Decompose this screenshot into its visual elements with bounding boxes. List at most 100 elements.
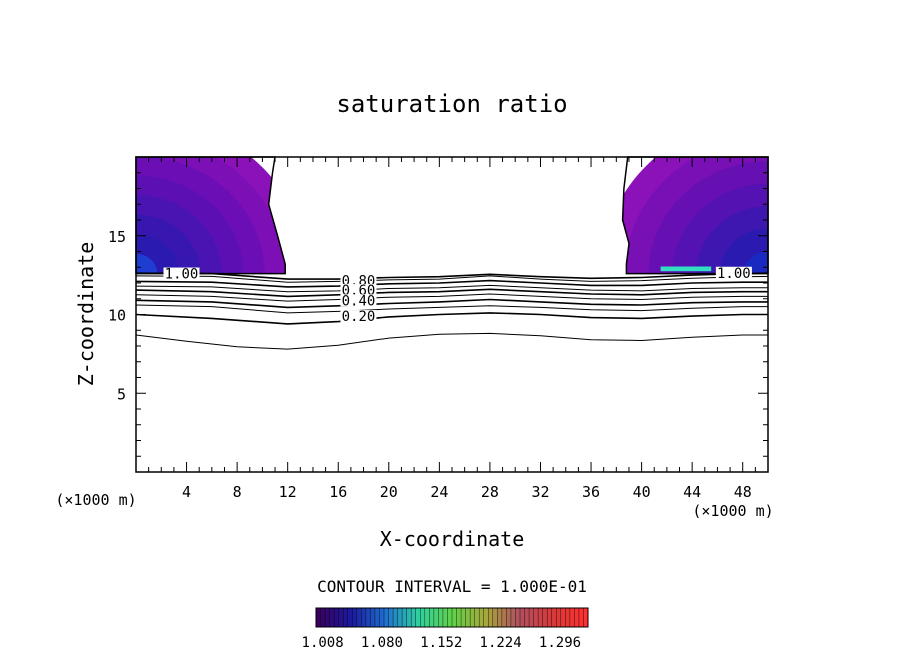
contour-label-bg xyxy=(715,266,752,279)
colorbar-swatch xyxy=(556,608,562,627)
x-tick-label: 16 xyxy=(329,483,347,501)
colorbar-swatch xyxy=(542,608,548,627)
colorbar-swatch xyxy=(388,608,394,627)
region-band xyxy=(720,228,768,274)
x-tick-label: 12 xyxy=(279,483,297,501)
colorbar-tick-label: 1.080 xyxy=(361,635,403,651)
colorbar-swatch xyxy=(515,608,521,627)
region-band xyxy=(136,234,179,274)
contour-line xyxy=(135,293,768,302)
contour-line xyxy=(135,304,768,314)
y-tick-label: 10 xyxy=(108,307,126,325)
colorbar-swatch xyxy=(488,608,494,627)
contour-interval-text: CONTOUR INTERVAL = 1.000E-01 xyxy=(317,577,587,596)
colorbar-swatch xyxy=(325,608,331,627)
colorbar-swatch xyxy=(497,608,503,627)
x-tick-label: 4 xyxy=(182,483,191,501)
colorbar-swatch xyxy=(574,608,580,627)
supersaturated-regions xyxy=(135,156,769,275)
x-unit-label-right: (×1000 m) xyxy=(692,502,773,520)
colorbar-swatch xyxy=(470,608,476,627)
colorbar-swatch xyxy=(461,608,467,627)
colorbar-swatch xyxy=(438,608,444,627)
colorbar-swatch xyxy=(510,608,516,627)
colorbar-swatch xyxy=(365,608,371,627)
y-tick-label: 15 xyxy=(108,228,126,246)
colorbar-swatch xyxy=(329,608,335,627)
contour-label: 0.40 xyxy=(342,293,376,309)
contour-label-bg xyxy=(340,284,377,297)
colorbar-swatch xyxy=(583,608,589,627)
colorbar-swatch xyxy=(356,608,362,627)
colorbar-swatch xyxy=(569,608,575,627)
colorbar-swatch xyxy=(520,608,526,627)
colorbar-swatch xyxy=(429,608,435,627)
colorbar-swatch xyxy=(533,608,539,627)
colorbar-swatch xyxy=(397,608,403,627)
colorbar-swatch xyxy=(547,608,553,627)
colorbar-tick-label: 1.008 xyxy=(302,635,344,651)
colorbar-swatch xyxy=(538,608,544,627)
colorbar-swatch xyxy=(501,608,507,627)
colorbar-swatch xyxy=(352,608,358,627)
x-tick-label: 40 xyxy=(633,483,651,501)
contour-label: 1.00 xyxy=(717,266,751,282)
colorbar-swatch xyxy=(447,608,453,627)
colorbar-swatch xyxy=(406,608,412,627)
contour-label-bg xyxy=(340,310,377,323)
colorbar-tick-label: 1.296 xyxy=(539,635,581,651)
colorbar-swatch xyxy=(524,608,530,627)
contour-lines xyxy=(135,272,769,350)
x-tick-label: 44 xyxy=(683,483,701,501)
colorbar-swatch xyxy=(551,608,557,627)
contour-line xyxy=(135,272,769,280)
colorbar-swatch xyxy=(334,608,340,627)
colorbar-tick-label: 1.224 xyxy=(480,635,522,651)
colorbar-swatch xyxy=(402,608,408,627)
colorbar-swatch xyxy=(474,608,480,627)
y-axis-ticks: 5 10 15 xyxy=(108,172,768,457)
contour-label-bg xyxy=(340,274,377,287)
colorbar-swatch xyxy=(452,608,458,627)
colorbar-swatch xyxy=(456,608,462,627)
colorbar-swatch xyxy=(361,608,367,627)
colorbar-swatch xyxy=(578,608,584,627)
colorbar-swatch xyxy=(320,608,326,627)
colorbar-swatch xyxy=(374,608,380,627)
colorbar-swatch xyxy=(343,608,349,627)
colorbar-frame xyxy=(315,607,589,628)
colorbar-swatch xyxy=(347,608,353,627)
contour-line xyxy=(135,288,768,298)
region-left xyxy=(136,157,286,274)
x-axis-ticks: 4 8 12 16 20 24 28 32 36 40 44 48 xyxy=(148,157,756,501)
colorbar-swatch xyxy=(316,608,322,627)
colorbar-swatch xyxy=(370,608,376,627)
contour-label: 1.00 xyxy=(165,267,199,283)
x-tick-label: 8 xyxy=(233,483,242,501)
contour-line xyxy=(135,279,768,288)
contour-line-labels: 1.00 1.000.800.600.400.20 xyxy=(163,266,752,325)
x-tick-label: 24 xyxy=(430,483,448,501)
x-tick-label: 20 xyxy=(380,483,398,501)
region-band xyxy=(136,253,158,274)
contour-line xyxy=(135,312,768,325)
colorbar-swatch xyxy=(479,608,485,627)
contour-label-bg xyxy=(340,294,377,307)
contour-line xyxy=(135,284,768,293)
colorbar-swatch xyxy=(411,608,417,627)
colorbar-swatch xyxy=(560,608,566,627)
x-unit-label-left: (×1000 m) xyxy=(55,491,136,509)
chart-title: saturation ratio xyxy=(336,90,567,118)
colorbar-swatch xyxy=(384,608,390,627)
region-highlight xyxy=(660,266,712,272)
y-tick-label: 5 xyxy=(117,385,126,403)
colorbar-swatch xyxy=(483,608,489,627)
region-band xyxy=(136,214,201,274)
x-tick-label: 32 xyxy=(531,483,549,501)
x-tick-label: 28 xyxy=(481,483,499,501)
colorbar-swatch xyxy=(433,608,439,627)
y-axis-label: Z-coordinate xyxy=(74,242,98,387)
colorbar-swatch xyxy=(506,608,512,627)
colorbar-swatch xyxy=(379,608,385,627)
